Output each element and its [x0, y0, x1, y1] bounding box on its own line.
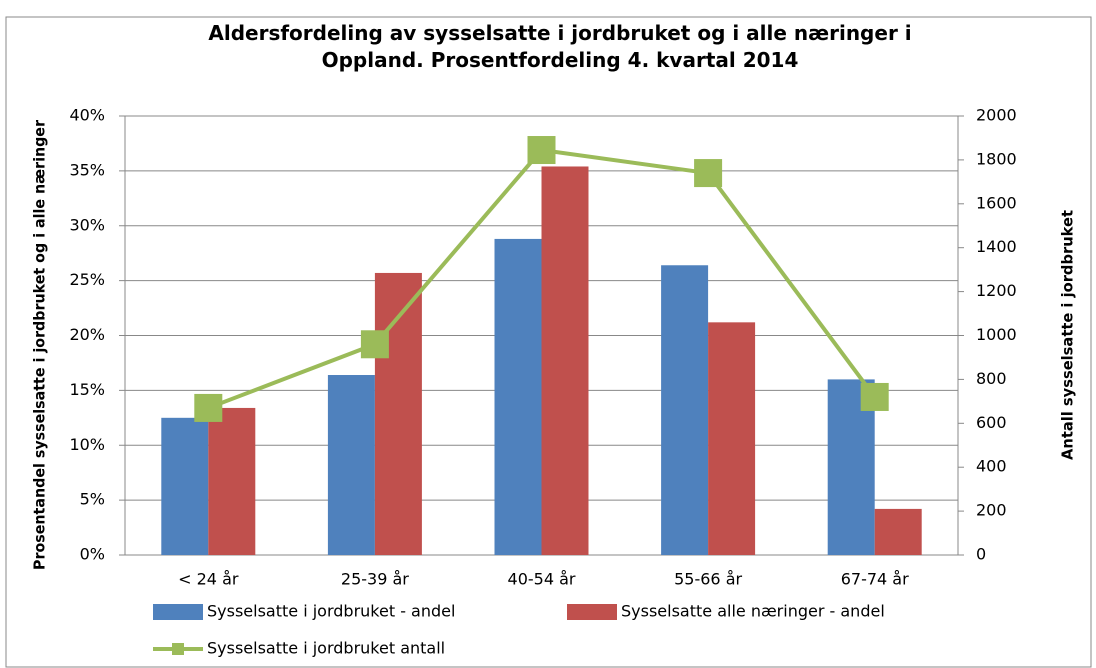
- y2-tick-label: 1200: [976, 281, 1017, 300]
- bar: [494, 238, 542, 556]
- bar: [874, 508, 922, 555]
- x-tick-label: 67-74 år: [841, 570, 909, 589]
- y2-tick-label: 600: [976, 413, 1007, 432]
- line-marker: [860, 382, 889, 411]
- line-marker: [527, 136, 556, 165]
- bar: [374, 272, 422, 555]
- y-tick-label: 0%: [80, 545, 105, 564]
- y2-tick-label: 1800: [976, 149, 1017, 168]
- y2-tick-label: 800: [976, 369, 1007, 388]
- y2-tick-label: 0: [976, 545, 986, 564]
- y-axis-label: Prosentandel sysselsatte i jordbruket og…: [31, 119, 49, 570]
- legend-swatch: [172, 643, 184, 655]
- x-tick-label: < 24 år: [178, 570, 239, 589]
- legend-label: Sysselsatte i jordbruket antall: [207, 639, 445, 658]
- y-tick-label: 15%: [69, 380, 105, 399]
- y2-tick-label: 1400: [976, 237, 1017, 256]
- bar: [661, 265, 709, 555]
- x-tick-label: 55-66 år: [674, 570, 742, 589]
- y2-tick-label: 200: [976, 501, 1007, 520]
- y2-tick-label: 1000: [976, 325, 1017, 344]
- bar: [161, 417, 209, 555]
- legend-label: Sysselsatte alle næringer - andel: [621, 602, 885, 621]
- y2-axis-label: Antall sysselsatte i jordbruket: [1059, 210, 1077, 460]
- bar: [708, 322, 756, 555]
- y-tick-label: 35%: [69, 160, 105, 179]
- x-tick-label: 25-39 år: [341, 570, 409, 589]
- bar: [541, 166, 589, 556]
- y-tick-label: 25%: [69, 270, 105, 289]
- y-tick-label: 30%: [69, 215, 105, 234]
- y2-tick-label: 2000: [976, 106, 1017, 125]
- y-tick-label: 40%: [69, 106, 105, 125]
- x-tick-label: 40-54 år: [508, 570, 576, 589]
- y-tick-label: 5%: [80, 490, 105, 509]
- y-tick-label: 10%: [69, 435, 105, 454]
- bar: [327, 375, 375, 555]
- line-marker: [694, 159, 723, 188]
- chart-title: Aldersfordeling av sysselsatte i jordbru…: [208, 21, 912, 72]
- legend-swatch: [567, 604, 617, 620]
- bar: [208, 407, 256, 555]
- line-marker: [194, 393, 223, 422]
- legend-label: Sysselsatte i jordbruket - andel: [207, 602, 455, 621]
- y2-tick-label: 1600: [976, 193, 1017, 212]
- y-tick-label: 20%: [69, 325, 105, 344]
- legend-swatch: [153, 604, 203, 620]
- line-marker: [360, 330, 389, 359]
- y2-tick-label: 400: [976, 457, 1007, 476]
